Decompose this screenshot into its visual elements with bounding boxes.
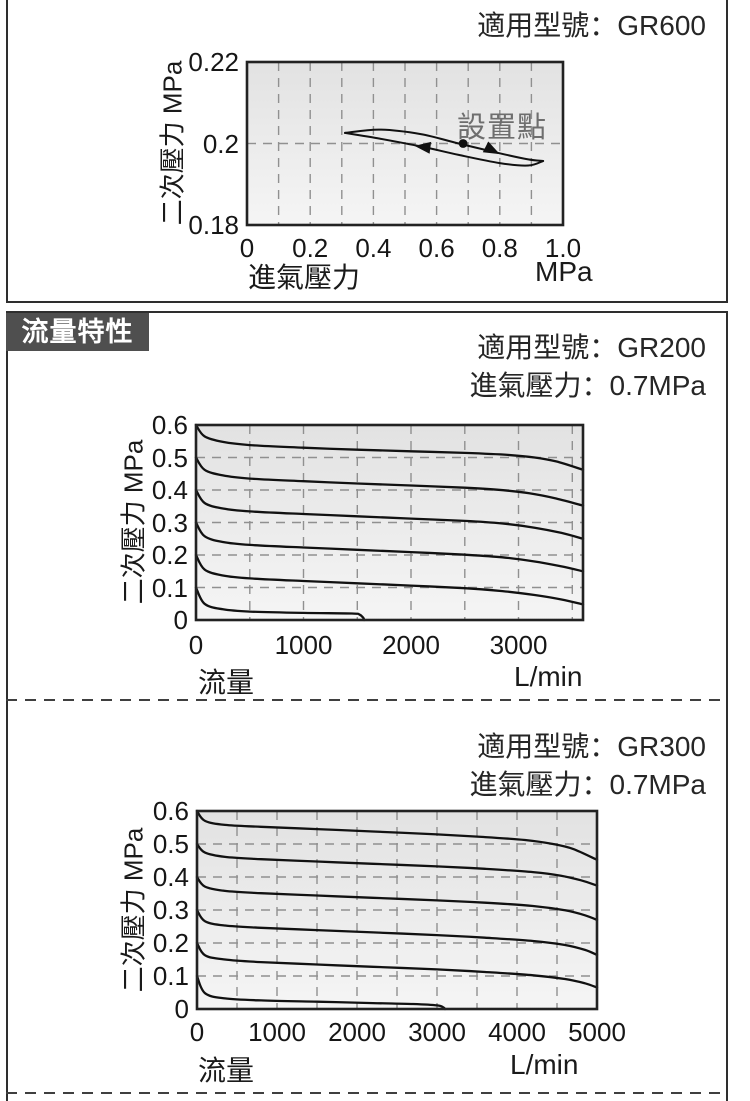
gr300-curve-set-0.1 [195,974,447,1011]
direction-arrow [482,141,500,155]
plot-border [194,423,585,622]
gr300-curve-set-0.4 [195,875,599,922]
y-tick-label: 0.2 [152,928,189,958]
gr300-x-axis-unit: L/min [510,1049,579,1080]
y-tick-label: 0.22 [188,47,239,77]
gr200-curve-set-0.6 [194,423,585,471]
direction-arrow [414,141,432,154]
x-tick-label: 3000 [489,630,548,660]
gr300-model-title: 適用型號：GR300 [477,731,706,762]
gr200-curve-set-0.2 [194,553,585,606]
gr300-curve-set-0.5 [195,842,599,887]
y-tick-label: 0.2 [202,128,239,159]
y-tick-label: 0.3 [152,895,189,925]
gr200-x-axis-label: 流量 [198,667,255,698]
gr300-x-axis-label: 流量 [198,1055,255,1086]
gr600-model-title: 適用型號：GR600 [477,10,706,41]
y-tick-label: 0.5 [152,829,189,859]
x-tick-label: 0 [188,630,204,660]
gr600-plot [245,60,565,227]
section-divider [6,699,728,701]
flow-characteristics-header: 流量特性 [6,313,149,351]
y-tick-label: 0 [173,605,188,635]
plot-border [195,809,599,1011]
gr200-curve-set-0.4 [194,488,585,540]
x-tick-label: 2000 [328,1017,386,1047]
x-tick-label: 0 [239,233,255,263]
gr200-inlet-pressure: 進氣壓力：0.7MPa [469,370,707,401]
y-tick-label: 0.3 [151,507,188,538]
set-point-dot [458,139,468,148]
x-tick-label: 0.2 [292,233,329,263]
gr300-curve-set-0.3 [195,908,599,957]
x-tick-label: 0.4 [355,233,392,263]
gr600-curve-hysteresis-upper-branch [344,128,545,162]
flow-characteristics-panel [6,311,728,1101]
x-tick-label: 5000 [568,1017,626,1047]
x-tick-label: 0.8 [481,233,518,263]
set-point-annotation: 設置點 [457,112,548,144]
gr200-curve-set-0.5 [194,456,585,507]
plot-border [245,60,565,227]
gr300-plot [195,809,599,1011]
gr200-plot [194,423,585,622]
gr600-curve-hysteresis-lower-branch [344,131,545,167]
gr200-curve-set-0.1 [194,586,366,622]
x-tick-label: 4000 [488,1017,546,1047]
gr300-curve-set-0.2 [195,941,599,989]
y-tick-label: 0.2 [151,540,188,570]
gr300-curve-set-0.6 [195,809,599,861]
gr200-x-axis-unit: L/min [514,661,583,692]
x-tick-label: 2000 [382,630,440,660]
x-tick-label: 0.6 [418,233,455,263]
x-tick-label: 1.0 [544,233,582,263]
y-tick-label: 0.4 [152,862,189,892]
y-tick-label: 0.6 [151,410,188,440]
x-tick-label: 1000 [274,630,333,660]
x-tick-label: 3000 [408,1017,466,1047]
y-tick-label: 0.1 [152,961,189,991]
gr200-curve-set-0.3 [194,521,585,573]
gr200-model-title: 適用型號：GR200 [477,332,706,363]
y-tick-label: 0 [174,994,189,1024]
gr600-x-axis-label: 進氣壓力 [248,262,361,293]
y-tick-label: 0.4 [151,475,188,505]
gr300-inlet-pressure: 進氣壓力：0.7MPa [469,769,707,800]
y-tick-label: 0.18 [188,210,239,240]
y-tick-label: 0.6 [152,796,189,826]
pressure-characteristics-panel [6,0,728,303]
bottom-divider [6,1092,728,1094]
y-tick-label: 0.1 [151,572,188,603]
x-tick-label: 0 [189,1017,205,1047]
y-tick-label: 0.5 [151,442,188,473]
x-tick-label: 1000 [248,1017,306,1047]
gr600-x-axis-unit: MPa [535,256,593,287]
